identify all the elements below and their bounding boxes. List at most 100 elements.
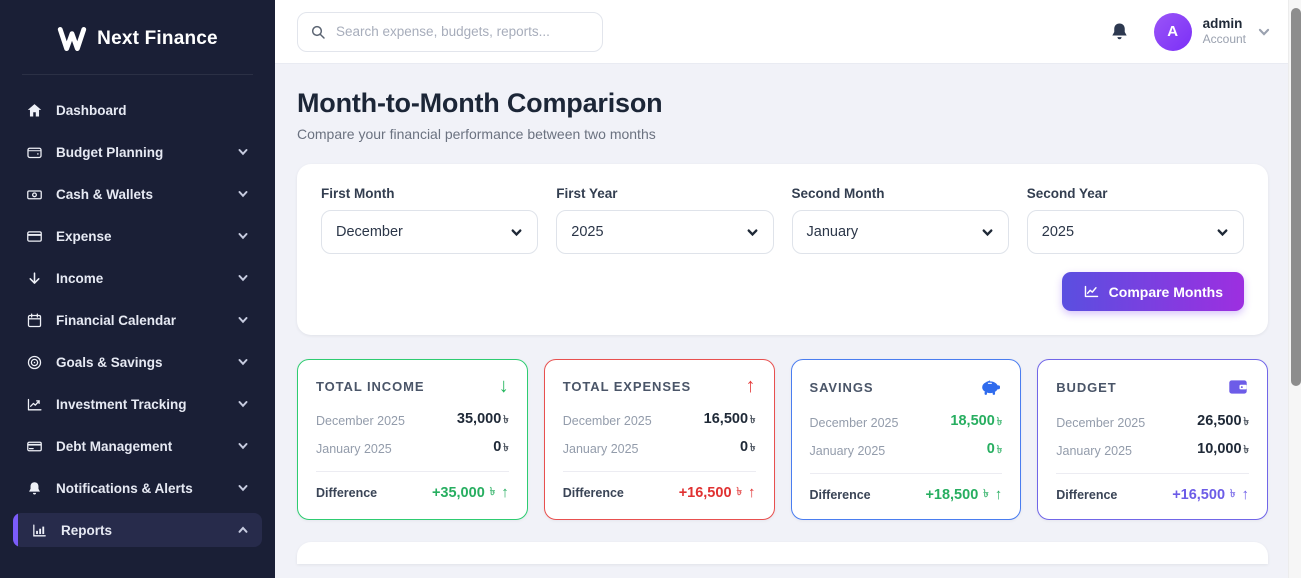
card-title: BUDGET [1056,379,1117,395]
first-year-value: 2025 [571,224,604,240]
piggy-bank-icon [980,376,1002,398]
currency-symbol: ৳ [996,444,1003,456]
avatar: A [1153,12,1192,51]
sidebar-item-budget-planning[interactable]: Budget Planning [13,135,262,169]
brand-logo: Next Finance [0,0,275,74]
currency-symbol: ৳ [736,486,742,498]
calendar-icon [26,312,43,329]
chevron-down-icon [237,272,249,284]
chevron-down-icon [1216,226,1229,239]
chevron-down-icon [510,226,523,239]
bar-chart-icon [31,522,48,539]
chart-line-icon [26,396,43,413]
card-divider [562,471,756,472]
sidebar-item-notifications-alerts[interactable]: Notifications & Alerts [13,471,262,505]
currency-symbol: ৳ [750,442,756,454]
credit-card-icon [26,438,43,455]
sidebar-item-label: Notifications & Alerts [56,480,193,496]
scrollbar [1288,0,1301,578]
arrow-down-icon [26,270,43,287]
card-title: TOTAL INCOME [316,378,425,394]
stat-card-savings: SAVINGS December 2025 18,500 ৳ January 20… [790,359,1022,520]
chevron-down-icon [981,226,994,239]
sidebar-item-label: Goals & Savings [56,354,163,370]
sidebar: Next Finance Dashboard Budget Planning C… [0,0,275,578]
arrow-up-icon: ↑ [994,486,1003,503]
sidebar-item-income[interactable]: Income [13,261,262,295]
chevron-up-icon [237,524,249,536]
card-row: December 2025 16,500 ৳ [562,411,756,428]
currency-symbol: ৳ [503,442,509,454]
sidebar-item-reports[interactable]: Reports [13,513,262,547]
currency-symbol: ৳ [983,488,989,500]
currency-symbol: ৳ [503,414,509,426]
account-name: admin [1202,15,1243,31]
arrow-down-icon: ↓ [498,375,509,397]
first-month-select[interactable]: December [321,210,539,254]
first-month-field: First Month December [321,186,539,254]
first-month-label: First Month [321,186,395,201]
difference-row: Difference +35,000 ৳ ↑ [316,484,509,501]
chevron-down-icon [237,398,249,410]
comparison-filter-card: First Month December First Year 2025 [297,164,1268,335]
page-content: Month-to-Month Comparison Compare your f… [275,64,1301,578]
card-title: SAVINGS [809,379,874,395]
search-icon [310,24,326,40]
difference-row: Difference +18,500 ৳ ↑ [809,486,1003,503]
currency-symbol: ৳ [1230,488,1236,500]
second-month-value: January [806,224,859,240]
account-text: admin Account [1203,16,1246,48]
sidebar-item-label: Expense [56,228,112,244]
card-row: January 2025 10,000 ৳ [1056,441,1249,458]
difference-row: Difference +16,500 ৳ ↑ [562,484,756,501]
chevron-down-icon [237,440,249,452]
sidebar-item-financial-calendar[interactable]: Financial Calendar [13,303,262,337]
currency-symbol: ৳ [489,486,496,498]
next-section-card [297,542,1268,564]
card-row: December 2025 26,500 ৳ [1056,413,1249,430]
stat-cards: TOTAL INCOME ↓ December 2025 35,000 ৳ Jan… [297,359,1268,520]
notifications-button[interactable] [1109,21,1130,42]
sidebar-item-goals-savings[interactable]: Goals & Savings [13,345,262,379]
account-role: Account [1202,32,1246,47]
sidebar-item-cash-wallets[interactable]: Cash & Wallets [13,177,262,211]
first-year-select[interactable]: 2025 [556,210,774,254]
card-divider [1056,473,1249,474]
chart-line-icon [1083,283,1100,300]
home-icon [26,102,43,119]
main-area: A admin Account Month-to-Month Compariso… [275,0,1301,578]
first-month-value: December [336,224,403,240]
chevron-down-icon [237,356,249,368]
arrow-up-icon: ↑ [748,484,756,501]
topbar-right: A admin Account [1109,12,1271,51]
scrollbar-thumb[interactable] [1290,8,1301,386]
second-month-field: Second Month January [791,186,1009,254]
sidebar-item-debt-management[interactable]: Debt Management [13,429,262,463]
chevron-down-icon [1257,25,1271,39]
bell-icon [1109,21,1130,42]
sidebar-item-dashboard[interactable]: Dashboard [13,93,262,127]
sidebar-item-label: Budget Planning [56,144,164,160]
difference-row: Difference +16,500 ৳ ↑ [1056,486,1250,503]
second-month-label: Second Month [791,186,885,201]
second-year-select[interactable]: 2025 [1026,210,1244,254]
top-bar: A admin Account [275,0,1301,64]
search-input[interactable] [297,11,603,52]
bell-icon [26,480,43,497]
second-year-field: Second Year 2025 [1026,186,1244,254]
sidebar-item-investment-tracking[interactable]: Investment Tracking [13,387,262,421]
currency-symbol: ৳ [750,414,756,426]
stat-card-total-income: TOTAL INCOME ↓ December 2025 35,000 ৳ Jan… [297,359,528,520]
currency-symbol: ৳ [996,416,1003,428]
sidebar-item-expense[interactable]: Expense [13,219,262,253]
account-menu[interactable]: A admin Account [1153,12,1271,51]
arrow-up-icon: ↑ [1241,486,1250,503]
sidebar-item-label: Financial Calendar [56,312,177,328]
cash-icon [26,186,43,203]
compare-months-button[interactable]: Compare Months [1061,272,1244,311]
wallet-icon [1227,376,1249,398]
sidebar-item-label: Cash & Wallets [56,186,154,202]
second-year-label: Second Year [1026,186,1108,201]
second-month-select[interactable]: January [791,210,1009,254]
stat-card-total-expenses: TOTAL EXPENSES ↑ December 2025 16,500 ৳ J… [543,359,775,520]
